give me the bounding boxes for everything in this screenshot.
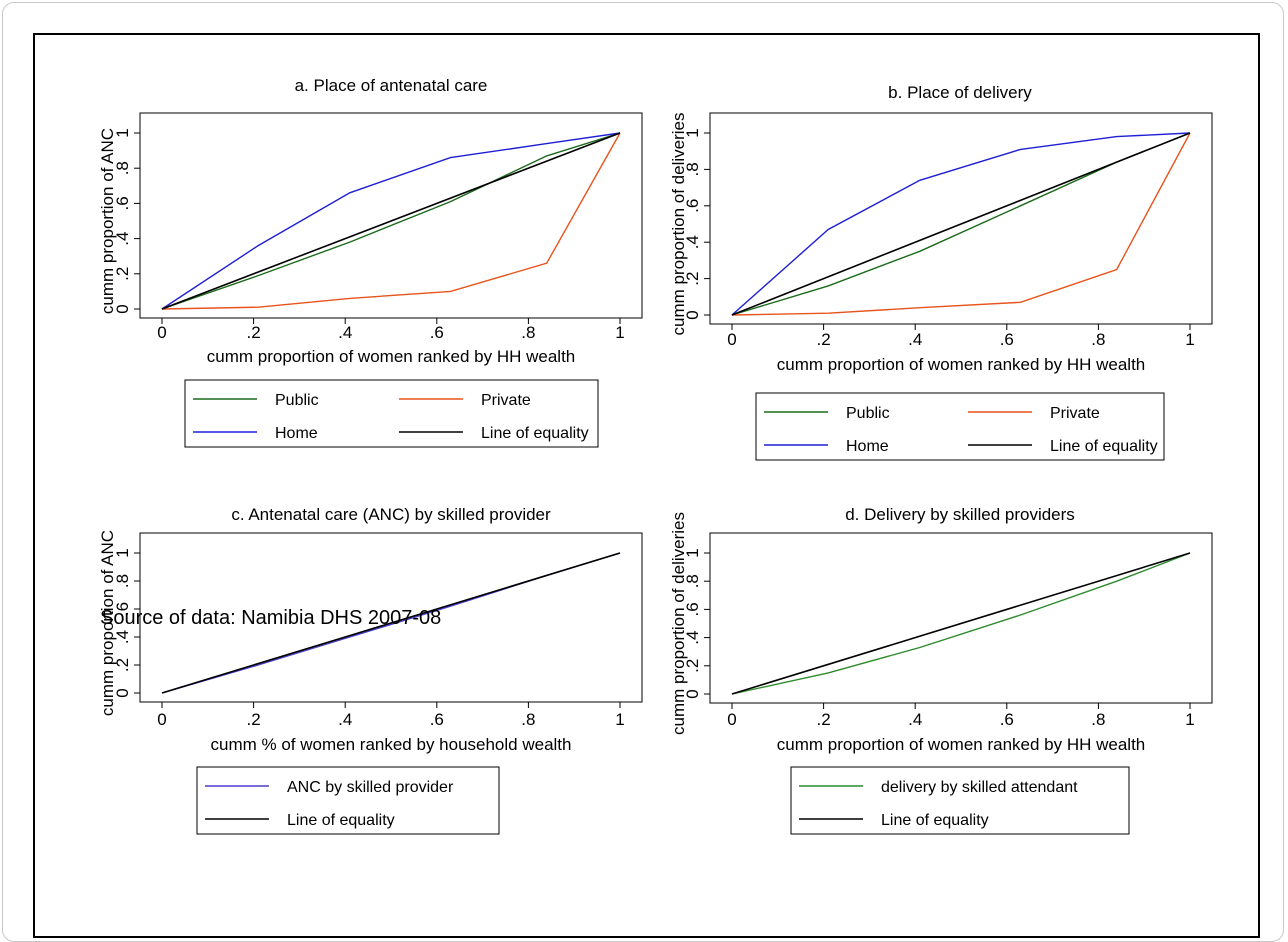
chart-title: d. Delivery by skilled providers — [845, 505, 1075, 524]
legend-label: Home — [846, 438, 889, 455]
panel-d-chart: d. Delivery by skilled providers 0 .2 .4 .6.… — [669, 505, 1213, 835]
panel-a-chart: a. Place of antenatal care 0 .2 .4 .6 .8 1 0 .2.… — [98, 76, 643, 448]
source-note: Source of data: Namibia DHS 2007-08 — [100, 607, 442, 629]
y-axis-label: cumm proportion of ANC — [98, 530, 117, 716]
legend-label: Line of equality — [287, 812, 395, 829]
y-tick-label: .2 — [113, 267, 132, 281]
legend-label: Public — [275, 392, 319, 409]
x-tick-label: .2 — [817, 330, 831, 349]
x-tick-label: 1 — [1185, 710, 1194, 729]
plot-frame — [709, 532, 1213, 704]
y-axis-label: cumm proportion of deliveries — [669, 512, 688, 735]
x-tick-label: .2 — [247, 710, 261, 729]
y-axis-label: cumm proportion of ANC — [98, 128, 117, 314]
legend-label: Private — [481, 392, 531, 409]
y-tick-label: 1 — [113, 548, 132, 557]
y-tick-label: 0 — [113, 688, 132, 697]
panel-b-chart: b. Place of delivery 0 .2 .4 .6 .8 1 0 .2 .4 .6 .8 1… — [669, 83, 1213, 461]
chart-title: a. Place of antenatal care — [295, 76, 488, 95]
plot-frame — [709, 112, 1213, 325]
x-tick-label: .6 — [1000, 710, 1014, 729]
x-tick-label: .4 — [908, 330, 922, 349]
y-tick-label: .4 — [683, 631, 702, 645]
y-tick-label: .6 — [683, 602, 702, 616]
y-tick-label: .4 — [113, 232, 132, 246]
x-tick-label: .4 — [338, 323, 352, 342]
x-tick-label: .2 — [247, 323, 261, 342]
y-tick-label: .8 — [113, 574, 132, 588]
x-tick-label: .4 — [908, 710, 922, 729]
panel-c-chart: c. Antenatal care (ANC) by skilled provi… — [98, 505, 643, 835]
legend-box — [196, 766, 500, 835]
x-tick-label: 0 — [157, 323, 166, 342]
x-tick-label: 0 — [157, 710, 166, 729]
y-tick-label: .6 — [113, 602, 132, 616]
x-tick-label: 0 — [727, 330, 736, 349]
legend-label: Line of equality — [481, 425, 589, 442]
x-axis-label: cumm % of women ranked by household weal… — [211, 735, 572, 754]
legend-box — [755, 392, 1165, 461]
chart-title: b. Place of delivery — [888, 83, 1032, 102]
x-tick-label: .8 — [521, 710, 535, 729]
x-tick-label: 0 — [727, 710, 736, 729]
line-of-equality-series-line — [731, 132, 1191, 316]
legend-label: Private — [1050, 405, 1100, 422]
legend-box — [790, 766, 1130, 835]
legend-label: Line of equality — [1050, 438, 1158, 455]
private-series-line — [731, 132, 1191, 316]
legend-label: ANC by skilled provider — [287, 779, 454, 796]
delivery-by-skilled-attendant-series-line — [731, 552, 1191, 695]
legend-label: Public — [846, 405, 890, 422]
legend-label: delivery by skilled attendant — [881, 779, 1078, 796]
y-tick-label: 0 — [113, 304, 132, 313]
y-tick-label: .2 — [683, 659, 702, 673]
x-tick-label: .8 — [521, 323, 535, 342]
x-axis-label: cumm proportion of women ranked by HH we… — [207, 347, 576, 366]
y-tick-label: 0 — [683, 310, 702, 319]
y-tick-label: .2 — [683, 272, 702, 286]
x-tick-label: .2 — [817, 710, 831, 729]
x-axis-label: cumm proportion of women ranked by HH we… — [777, 355, 1146, 374]
y-tick-label: .2 — [113, 658, 132, 672]
x-tick-label: 1 — [1185, 330, 1194, 349]
line-of-equality-series-line — [161, 552, 621, 694]
x-tick-label: 1 — [615, 323, 624, 342]
home-series-line — [161, 132, 621, 310]
chart-title: c. Antenatal care (ANC) by skilled provi… — [231, 505, 551, 524]
x-tick-label: .6 — [430, 323, 444, 342]
y-tick-label: 1 — [683, 128, 702, 137]
y-tick-label: 1 — [683, 548, 702, 557]
x-tick-label: .6 — [430, 710, 444, 729]
y-tick-label: .8 — [683, 574, 702, 588]
plot-frame — [139, 112, 643, 319]
line-of-equality-series-line — [731, 552, 1191, 695]
legend-box — [184, 379, 599, 448]
plot-frame — [139, 532, 643, 703]
x-tick-label: .6 — [1000, 330, 1014, 349]
y-tick-label: .6 — [683, 199, 702, 213]
x-tick-label: .4 — [338, 710, 352, 729]
home-series-line — [731, 132, 1191, 316]
y-tick-label: .4 — [683, 235, 702, 249]
y-tick-label: 0 — [683, 689, 702, 698]
y-tick-label: .6 — [113, 196, 132, 210]
private-series-line — [161, 132, 621, 310]
x-tick-label: .8 — [1091, 710, 1105, 729]
y-axis-label: cumm proportion of deliveries — [669, 113, 688, 336]
legend-label: Home — [275, 425, 318, 442]
y-tick-label: .8 — [113, 161, 132, 175]
y-tick-label: .4 — [113, 630, 132, 644]
legend-label: Line of equality — [881, 812, 989, 829]
x-tick-label: .8 — [1091, 330, 1105, 349]
y-tick-label: .8 — [683, 162, 702, 176]
public-series-line — [161, 132, 621, 310]
y-tick-label: 1 — [113, 128, 132, 137]
x-tick-label: 1 — [615, 710, 624, 729]
x-axis-label: cumm proportion of women ranked by HH we… — [777, 735, 1146, 754]
line-of-equality-series-line — [161, 132, 621, 310]
